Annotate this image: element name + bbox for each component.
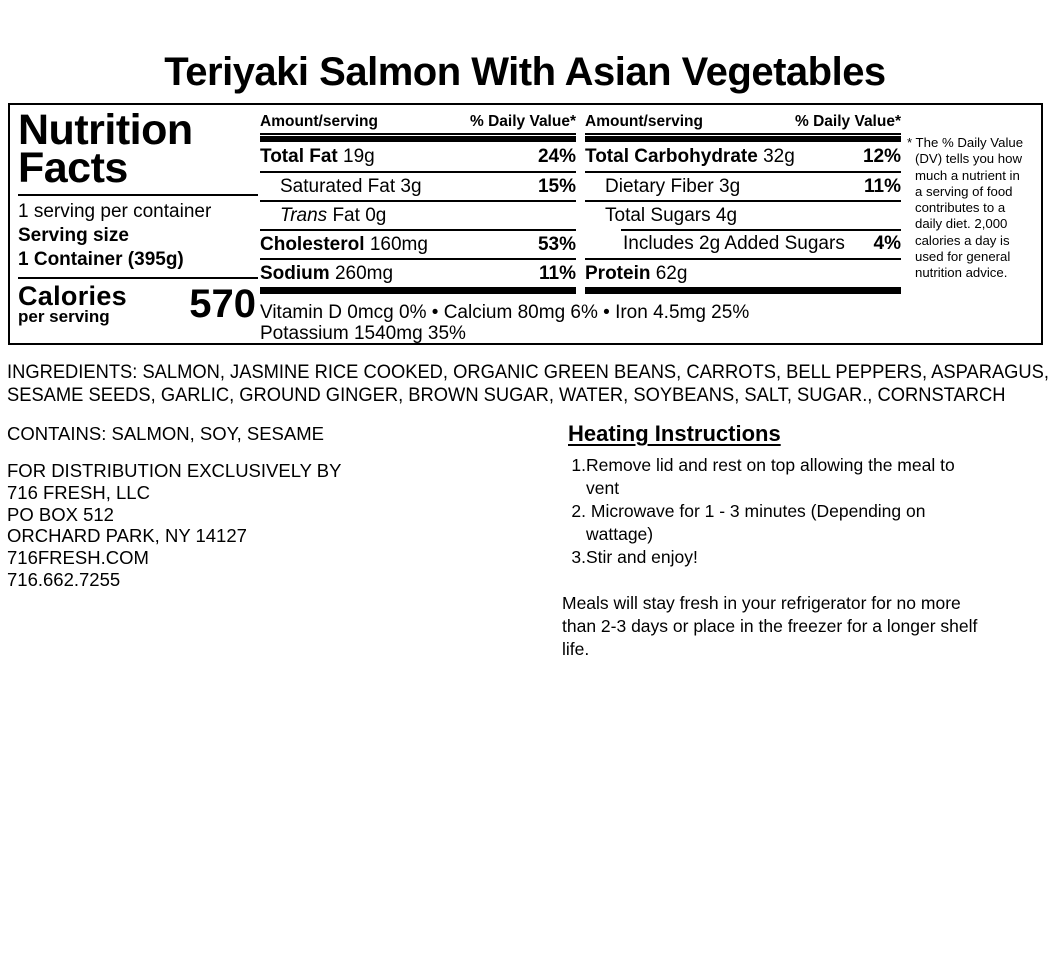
distributor-line-1: FOR DISTRIBUTION EXCLUSIVELY BY: [7, 460, 342, 481]
indented-divider: [621, 229, 901, 231]
nutrient-row-trans-fat: Trans Fat 0g: [260, 200, 576, 229]
divider-line: [18, 194, 258, 196]
heating-instructions-title: Heating Instructions: [568, 421, 781, 446]
distributor-line-3: PO BOX 512: [7, 503, 114, 525]
nutrition-facts-panel: Nutrition Facts 1 serving per container …: [8, 103, 1043, 345]
serving-size-label: Serving size: [18, 225, 129, 246]
servings-per-container: 1 serving per container: [18, 201, 212, 222]
calories-row: Calories per serving 570: [18, 281, 258, 326]
nutrient-row-added-sugars: Includes 2g Added Sugars 4%: [585, 229, 901, 258]
serving-size-value: 1 Container (395g): [18, 249, 184, 270]
amount-serving-header: Amount/serving: [585, 113, 703, 130]
page-title: Teriyaki Salmon With Asian Vegetables: [164, 50, 886, 94]
heating-steps-list: 1. Remove lid and rest on top allowing t…: [560, 454, 1025, 569]
daily-value-pct: 11%: [539, 262, 576, 284]
micronutrients-line-1: Vitamin D 0mcg 0% • Calcium 80mg 6% • Ir…: [260, 302, 750, 323]
nutrient-row-dietary-fiber: Dietary Fiber 3g 11%: [585, 171, 901, 200]
daily-value-pct: 24%: [537, 145, 576, 167]
storage-note: Meals will stay fresh in your refrigerat…: [562, 593, 978, 659]
daily-value-footnote: * The % Daily Value (DV) tells you how m…: [907, 135, 1024, 281]
heading-line-1: Nutrition: [18, 106, 193, 154]
step-text: Stir and enjoy!: [586, 547, 698, 567]
nutrient-row-total-carbohydrate: Total Carbohydrate 32g 12%: [585, 145, 901, 167]
nutrient-column-right: Amount/serving % Daily Value* Total Carb…: [585, 113, 901, 294]
distributor-phone: 716.662.7255: [7, 568, 121, 590]
daily-value-header: % Daily Value*: [795, 113, 901, 130]
nutrition-facts-heading: Nutrition Facts: [18, 106, 258, 192]
daily-value-header: % Daily Value*: [470, 113, 576, 130]
column-header: Amount/serving % Daily Value*: [260, 113, 576, 135]
heating-step-1: 1. Remove lid and rest on top allowing t…: [560, 454, 1025, 500]
nutrient-row-total-sugars: Total Sugars 4g: [585, 200, 901, 229]
thick-divider: [260, 136, 576, 142]
heading-line-2: Facts: [18, 144, 128, 192]
nutrition-facts-header-section: Nutrition Facts 1 serving per container …: [18, 106, 258, 326]
heating-step-3: 3. Stir and enjoy!: [560, 546, 1025, 569]
heating-step-2: 2. Microwave for 1 - 3 minutes (Dependin…: [560, 500, 1025, 546]
amount-serving-header: Amount/serving: [260, 113, 378, 130]
calories-label: Calories: [18, 281, 127, 311]
nutrient-row-total-fat: Total Fat 19g 24%: [260, 145, 576, 167]
micronutrients: Vitamin D 0mcg 0% • Calcium 80mg 6% • Ir…: [260, 302, 749, 344]
micronutrients-line-2: Potassium 1540mg 35%: [260, 323, 466, 344]
distributor-website: 716FRESH.COM: [7, 547, 149, 569]
step-number: 3.: [571, 547, 586, 567]
allergen-statement: CONTAINS: SALMON, SOY, SESAME: [7, 423, 324, 444]
step-text: Remove lid and rest on top allowing the …: [586, 455, 960, 498]
calories-sublabel: per serving: [18, 307, 110, 326]
distributor-info: FOR DISTRIBUTION EXCLUSIVELY BY 716 FRES…: [7, 460, 341, 591]
nutrient-row-cholesterol: Cholesterol 160mg 53%: [260, 229, 576, 258]
thick-divider: [585, 136, 901, 142]
divider-line: [18, 277, 258, 279]
ingredients-line-2: SESAME SEEDS, GARLIC, GROUND GINGER, BRO…: [7, 383, 1006, 406]
nutrient-row-sodium: Sodium 260mg 11%: [260, 258, 576, 287]
daily-value-pct: 15%: [537, 175, 576, 197]
calories-value: 570: [189, 282, 256, 326]
thick-divider: [260, 287, 576, 294]
column-header: Amount/serving % Daily Value*: [585, 113, 901, 135]
heating-instructions-section: Heating Instructions 1. Remove lid and r…: [560, 421, 1025, 661]
daily-value-pct: 53%: [537, 233, 576, 255]
daily-value-pct: 4%: [873, 232, 901, 254]
thick-divider: [585, 287, 901, 294]
distributor-line-4: ORCHARD PARK, NY 14127: [7, 525, 247, 547]
ingredients-statement: INGREDIENTS: SALMON, JASMINE RICE COOKED…: [7, 361, 1050, 406]
step-text: Microwave for 1 - 3 minutes (Depending o…: [586, 501, 931, 544]
daily-value-pct: 12%: [862, 145, 901, 167]
nutrient-row-protein: Protein 62g: [585, 258, 901, 287]
step-number: 1.: [571, 455, 586, 475]
ingredients-line-1: INGREDIENTS: SALMON, JASMINE RICE COOKED…: [7, 361, 1049, 383]
nutrient-column-left: Amount/serving % Daily Value* Total Fat …: [260, 113, 576, 294]
step-number: 2.: [571, 501, 586, 521]
distributor-line-2: 716 FRESH, LLC: [7, 481, 150, 503]
daily-value-pct: 11%: [864, 175, 901, 197]
nutrient-row-saturated-fat: Saturated Fat 3g 15%: [260, 171, 576, 200]
